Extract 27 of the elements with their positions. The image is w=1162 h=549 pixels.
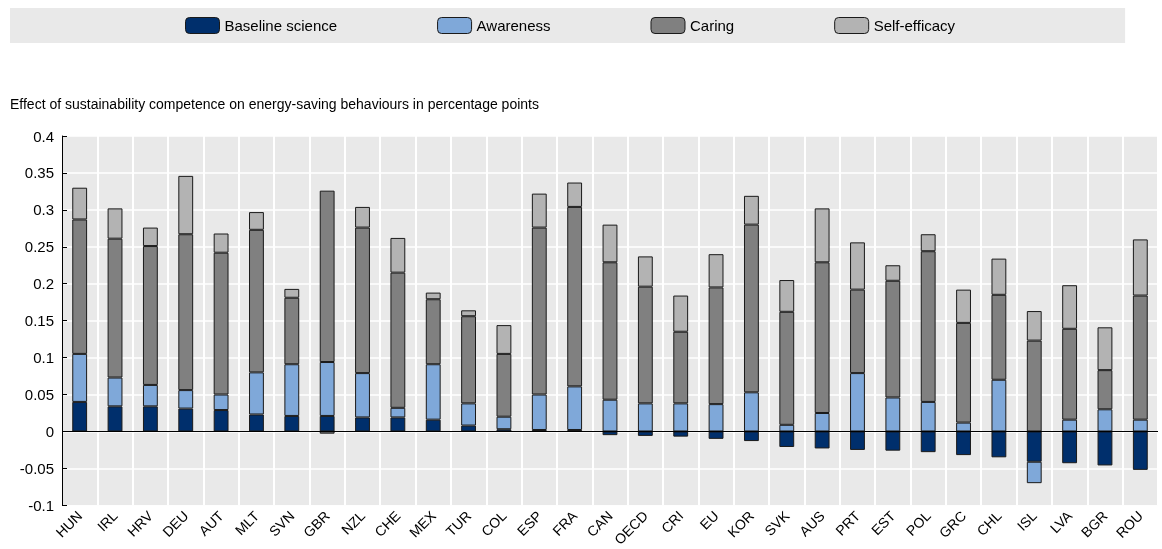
- y-tick-label: 0.4: [33, 127, 54, 145]
- x-tick-label: FRA: [549, 507, 581, 539]
- legend-label: Self-efficacy: [873, 17, 956, 34]
- y-tick-label: -0.05: [19, 459, 54, 477]
- x-tick-label: TUR: [442, 507, 475, 540]
- y-tick-label: 0.35: [24, 164, 54, 182]
- x-tick-label: POL: [902, 507, 935, 539]
- x-tick-label: LVA: [1046, 507, 1076, 537]
- x-tick-label: NZL: [338, 507, 369, 538]
- x-tick-label: EU: [696, 507, 722, 533]
- y-tick-label: -0.1: [28, 496, 54, 514]
- y-tick-label: 0: [45, 422, 54, 440]
- x-tick-label: COL: [477, 507, 510, 540]
- x-tick-label: CRI: [658, 507, 687, 537]
- y-axis-title: Effect of sustainability competence on energy-saving behaviours in percentage points: [10, 96, 539, 112]
- y-tick-label: 0.05: [24, 386, 54, 404]
- legend-label: Awareness: [476, 17, 551, 34]
- legend-label: Baseline science: [224, 17, 338, 34]
- x-tick-label: CHL: [973, 507, 1005, 539]
- legend-label: Caring: [690, 17, 735, 34]
- y-tick-label: 0.3: [33, 201, 54, 219]
- y-tick-label: 0.25: [24, 238, 54, 256]
- y-tick-label: 0.15: [24, 312, 54, 330]
- y-tick-label: 0.2: [33, 275, 54, 293]
- x-tick-label: ISL: [1013, 507, 1041, 534]
- x-tick-label: IRL: [93, 507, 121, 535]
- y-tick-label: 0.1: [33, 349, 54, 367]
